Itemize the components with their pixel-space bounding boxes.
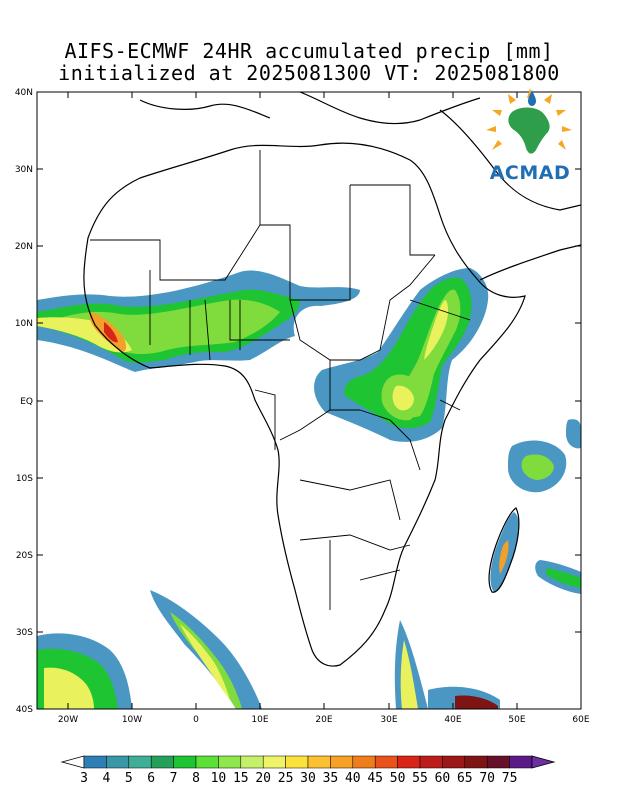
colorbar-under-triangle: [60, 755, 85, 769]
coastline-arabia: [439, 109, 581, 281]
y-axis-labels: 40N 30N 20N 10N EQ 10S 20S 30S 40S: [15, 88, 33, 715]
colorbar-box-14: [397, 755, 421, 769]
x-label-10w: 10W: [122, 715, 142, 725]
colorbar-label-20: 20: [255, 771, 271, 786]
x-label-0: 0: [193, 715, 199, 725]
x-label-30e: 30E: [380, 715, 397, 725]
colorbar-label-50: 50: [390, 771, 406, 786]
colorbar-box-4: [173, 755, 197, 769]
x-label-20w: 20W: [58, 715, 78, 725]
border-lines: [90, 150, 471, 610]
y-label-10n: 10N: [15, 319, 33, 329]
colorbar-label-3: 3: [80, 771, 88, 786]
colorbar-box-1: [106, 755, 130, 769]
colorbar-box-3: [150, 755, 174, 769]
y-label-eq: EQ: [20, 397, 33, 407]
colorbar-box-11: [330, 755, 354, 769]
colorbar-boxes: [60, 755, 556, 769]
x-axis-labels: 20W 10W 0 10E 20E 30E 40E 50E 60E: [58, 715, 590, 725]
colorbar-label-45: 45: [367, 771, 383, 786]
acmad-logo-text: ACMAD: [489, 162, 571, 184]
y-label-10s: 10S: [16, 474, 33, 484]
coastlines-borders: [83, 92, 581, 667]
colorbar-box-2: [128, 755, 152, 769]
colorbar-over-triangle: [531, 755, 556, 769]
colorbar-labels: 3 4 5 6 7 8 10 15 20 25 30 35 40 45 50 55 60 65 70 75: [80, 771, 517, 786]
colorbar-label-15: 15: [233, 771, 249, 786]
colorbar-box-12: [352, 755, 376, 769]
precip-westafrica-red: [104, 322, 118, 343]
africa-sun-icon: [486, 88, 572, 154]
x-label-40e: 40E: [444, 715, 461, 725]
colorbar-box-10: [307, 755, 331, 769]
y-label-30s: 30S: [16, 628, 33, 638]
colorbar-box-16: [442, 755, 466, 769]
colorbar-label-55: 55: [412, 771, 428, 786]
x-label-20e: 20E: [315, 715, 332, 725]
y-label-40s: 40S: [16, 705, 33, 715]
colorbar-box-9: [285, 755, 309, 769]
precip-indianocean-blob2: [566, 419, 581, 449]
colorbar-box-19: [509, 755, 533, 769]
colorbar-box-17: [464, 755, 488, 769]
coastline-madagascar: [488, 507, 520, 593]
colorbar-label-10: 10: [211, 771, 227, 786]
colorbar-box-5: [195, 755, 219, 769]
precip-ethiopia-yellow: [424, 300, 449, 360]
precip-madagascar-east-inner: [546, 568, 581, 588]
coastline-africa: [83, 142, 526, 667]
y-label-20n: 20N: [15, 242, 33, 252]
map-title-line2: initialized at 2025081300 VT: 2025081800: [58, 61, 560, 85]
colorbar-label-30: 30: [300, 771, 316, 786]
x-label-60e: 60E: [572, 715, 589, 725]
precip-westafrica-yellow: [37, 317, 132, 353]
precip-indianocean-blob1-inner: [521, 454, 554, 480]
y-label-20s: 20S: [16, 551, 33, 561]
colorbar-box-18: [486, 755, 510, 769]
colorbar-label-8: 8: [192, 771, 200, 786]
axis-ticks: [37, 91, 582, 710]
y-label-40n: 40N: [15, 88, 33, 98]
precip-southeast-inner: [400, 640, 418, 709]
colorbar-label-7: 7: [170, 771, 178, 786]
x-label-50e: 50E: [508, 715, 525, 725]
colorbar-box-8: [262, 755, 286, 769]
colorbar-box-15: [419, 755, 443, 769]
colorbar-label-60: 60: [435, 771, 451, 786]
map-title-line1: AIFS-ECMWF 24HR accumulated precip [mm]: [64, 39, 554, 63]
colorbar-label-4: 4: [102, 771, 110, 786]
colorbar-label-6: 6: [147, 771, 155, 786]
precip-southwest-yellow: [44, 667, 94, 709]
precip-madagascar-inner: [499, 540, 509, 574]
colorbar-label-35: 35: [323, 771, 339, 786]
x-label-10e: 10E: [251, 715, 268, 725]
colorbar-box-7: [240, 755, 264, 769]
colorbar-label-5: 5: [125, 771, 133, 786]
colorbar-box-13: [374, 755, 398, 769]
colorbar-label-65: 65: [457, 771, 473, 786]
colorbar-label-40: 40: [345, 771, 361, 786]
precip-southatlantic-yellow: [180, 624, 230, 700]
colorbar-label-75: 75: [502, 771, 518, 786]
colorbar-label-25: 25: [278, 771, 294, 786]
coastline-europe: [139, 92, 481, 125]
colorbar-box-0: [83, 755, 107, 769]
precip-southeast-tail-dark: [455, 695, 498, 709]
colorbar-label-70: 70: [479, 771, 495, 786]
precip-lakevictoria-yellow: [392, 385, 414, 411]
colorbar-box-6: [218, 755, 242, 769]
acmad-logo: ACMAD: [478, 86, 582, 186]
y-label-30n: 30N: [15, 165, 33, 175]
